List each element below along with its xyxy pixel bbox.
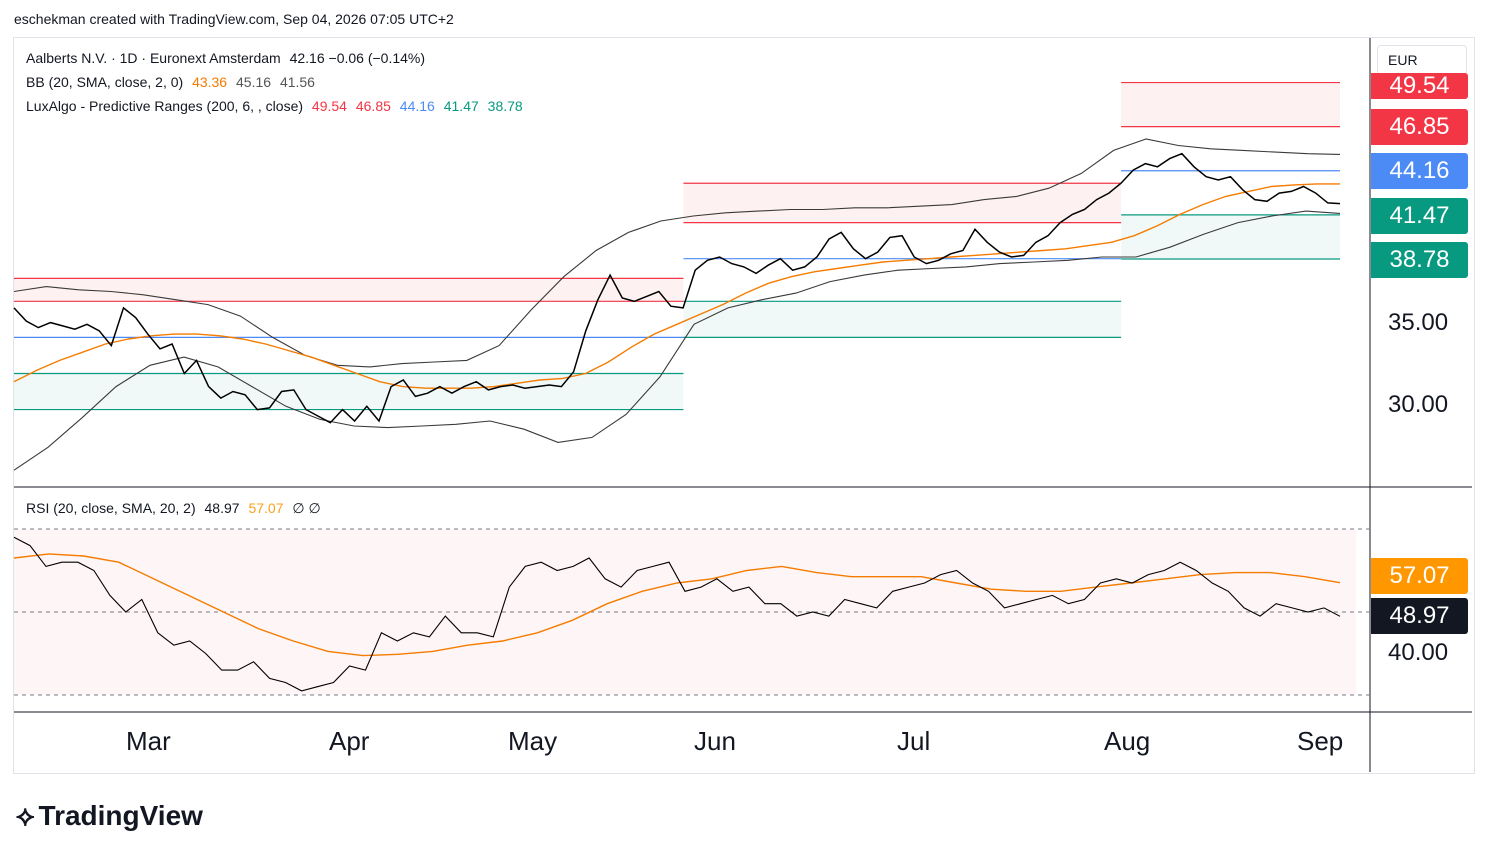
- time-label-apr: Apr: [329, 726, 370, 756]
- range-resistance-zone: [1121, 82, 1340, 127]
- legend-lux-r1: 46.85: [355, 98, 391, 114]
- legend-rsi-ma: 57.07: [248, 500, 284, 516]
- rsi-band-fill: [14, 529, 1356, 695]
- bb-basis-line: [13, 183, 1340, 389]
- attribution-header: eschekman created with TradingView.com, …: [14, 11, 454, 27]
- legend-bb-upper: 45.16: [236, 74, 272, 90]
- time-label-mar: Mar: [126, 726, 171, 756]
- range-support-zone: [14, 373, 684, 410]
- price-tag-s2: 38.78: [1371, 242, 1468, 278]
- legend-bb-basis: 43.36: [192, 74, 228, 90]
- price-axis-label-30: 30.00: [1388, 391, 1449, 418]
- range-support-zone: [683, 301, 1122, 338]
- legend-rsi-label: RSI (20, close, SMA, 20, 2): [26, 500, 196, 516]
- tradingview-logo-icon: ⟡: [16, 800, 34, 831]
- price-tag-r2: 49.54: [1371, 73, 1468, 99]
- legend-lux: LuxAlgo - Predictive Ranges (200, 6, , c…: [26, 98, 528, 114]
- predictive-ranges-layer: [14, 81, 1340, 411]
- rsi-layer: [13, 528, 1370, 696]
- tradingview-logo-text: TradingView: [38, 800, 203, 831]
- legend-lux-label: LuxAlgo - Predictive Ranges (200, 6, , c…: [26, 98, 304, 114]
- price-tag-s1: 41.47: [1371, 198, 1468, 234]
- range-support-zone: [1121, 214, 1340, 260]
- range-resistance-zone: [683, 183, 1122, 223]
- price-tag-rsi: 48.97: [1371, 598, 1468, 634]
- bollinger-bands-layer: [13, 138, 1341, 471]
- bb-upper-line: [13, 138, 1341, 368]
- legend-bb: BB (20, SMA, close, 2, 0) 43.36 45.16 41…: [26, 74, 320, 90]
- time-label-may: May: [508, 726, 558, 756]
- chart-frame: [13, 37, 1475, 774]
- legend-rsi-value: 48.97: [204, 500, 240, 516]
- legend-symbol-name: Aalberts N.V. · 1D · Euronext Amsterdam: [26, 50, 281, 66]
- price-tag-avg: 44.16: [1371, 153, 1468, 189]
- legend-lux-s2: 38.78: [487, 98, 523, 114]
- time-label-jun: Jun: [694, 726, 736, 756]
- rsi-ma-line: [13, 553, 1341, 657]
- price-line-layer: [13, 152, 1341, 424]
- price-tag-rsi-ma: 57.07: [1371, 558, 1468, 594]
- legend-lux-r2: 49.54: [311, 98, 347, 114]
- range-resistance-zone: [14, 278, 684, 302]
- rsi-line: [13, 536, 1341, 692]
- rsi-axis-label-40: 40.00: [1388, 639, 1449, 666]
- legend-rsi-na: ∅ ∅: [292, 500, 321, 516]
- legend-lux-avg: 44.16: [399, 98, 435, 114]
- currency-selector[interactable]: EUR: [1377, 45, 1467, 75]
- time-label-sep: Sep: [1297, 726, 1344, 756]
- price-axis-label-35: 35.00: [1388, 309, 1449, 336]
- time-label-aug: Aug: [1104, 726, 1151, 756]
- legend-bb-lower: 41.56: [279, 74, 315, 90]
- legend-lux-s1: 41.47: [443, 98, 479, 114]
- legend-rsi: RSI (20, close, SMA, 20, 2) 48.97 57.07 …: [26, 500, 326, 517]
- bb-lower-line: [13, 210, 1341, 471]
- tradingview-logo[interactable]: ⟡ TradingView: [16, 800, 203, 833]
- time-label-jul: Jul: [897, 726, 931, 756]
- legend-symbol-values: 42.16 −0.06 (−0.14%): [289, 50, 426, 66]
- price-close-line: [13, 152, 1341, 424]
- legend-symbol: Aalberts N.V. · 1D · Euronext Amsterdam …: [26, 50, 430, 66]
- price-tag-r1: 46.85: [1371, 109, 1468, 145]
- legend-bb-label: BB (20, SMA, close, 2, 0): [26, 74, 184, 90]
